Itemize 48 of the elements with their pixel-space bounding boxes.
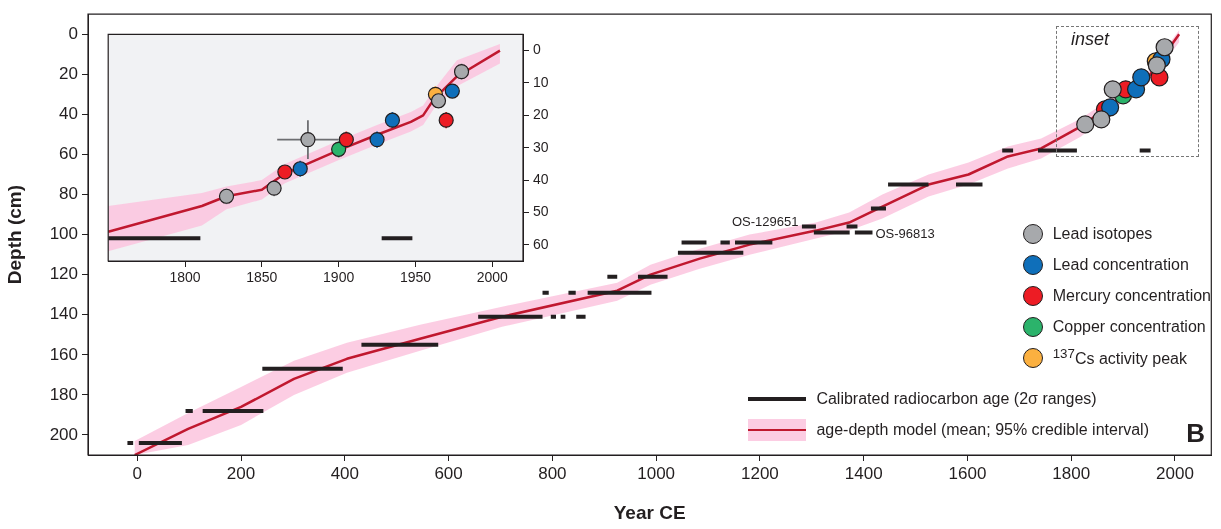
annotation: OS-96813 xyxy=(875,226,935,242)
x-tick-label: 2000 xyxy=(1156,463,1194,483)
x-tick-label: 1600 xyxy=(948,463,987,483)
legend-label: $^{137}$Cs activity peak xyxy=(1052,346,1187,369)
legend-label: age-depth model (mean; 95% credible interval) xyxy=(816,420,1149,439)
y-tick-label: 100 xyxy=(49,224,78,244)
y-tick-label: 60 xyxy=(59,144,78,164)
y-tick-label: 200 xyxy=(49,424,78,444)
x-tick-label: 1800 xyxy=(1052,463,1091,483)
legend-label: Calibrated radiocarbon age (2σ ranges) xyxy=(816,389,1097,408)
y-tick-label: 0 xyxy=(533,41,541,58)
y-tick-label: 120 xyxy=(49,264,78,284)
x-tick-label: 1950 xyxy=(399,269,432,286)
annotation: OS-129651 xyxy=(731,214,799,230)
x-tick-label: 1850 xyxy=(246,269,278,286)
annotation: inset xyxy=(1071,29,1110,50)
y-tick-label: 50 xyxy=(533,203,549,220)
y-tick-label: 30 xyxy=(533,138,549,155)
y-tick-label: 140 xyxy=(49,304,78,324)
x-tick-label: 2000 xyxy=(476,269,509,286)
x-tick-label: 1400 xyxy=(844,463,883,483)
legend-label: Lead concentration xyxy=(1052,255,1189,274)
dashed-frame: inset xyxy=(1056,26,1199,157)
x-tick-label: 400 xyxy=(330,463,360,483)
y-tick-label: 20 xyxy=(533,106,549,123)
x-tick-label: 1200 xyxy=(740,463,779,483)
y-tick-label: 10 xyxy=(533,73,549,90)
x-tick-label: 800 xyxy=(538,463,567,483)
x-tick-label: 1900 xyxy=(323,269,355,286)
y-tick-label: 180 xyxy=(49,384,78,404)
y-tick-label: 40 xyxy=(533,170,549,187)
legend-label: Copper concentration xyxy=(1052,317,1206,336)
y-tick-label: 20 xyxy=(59,64,78,83)
y-tick-label: 160 xyxy=(49,344,78,364)
x-tick-label: 1000 xyxy=(637,463,676,483)
y-axis-title: Depth (cm) xyxy=(3,184,25,285)
y-tick-label: 60 xyxy=(533,235,549,252)
annotation: B xyxy=(1186,418,1205,449)
legend-label: Lead isotopes xyxy=(1052,224,1153,243)
x-tick-label: 600 xyxy=(434,463,463,483)
y-tick-label: 0 xyxy=(68,23,78,43)
x-tick-label: 200 xyxy=(226,463,256,483)
x-axis-title: Year CE xyxy=(613,501,686,523)
legend-label: Mercury concentration xyxy=(1052,286,1211,305)
y-tick-label: 40 xyxy=(59,104,78,124)
x-tick-label: 1800 xyxy=(169,269,201,286)
x-tick-label: 0 xyxy=(132,463,143,483)
y-tick-label: 80 xyxy=(59,184,78,204)
